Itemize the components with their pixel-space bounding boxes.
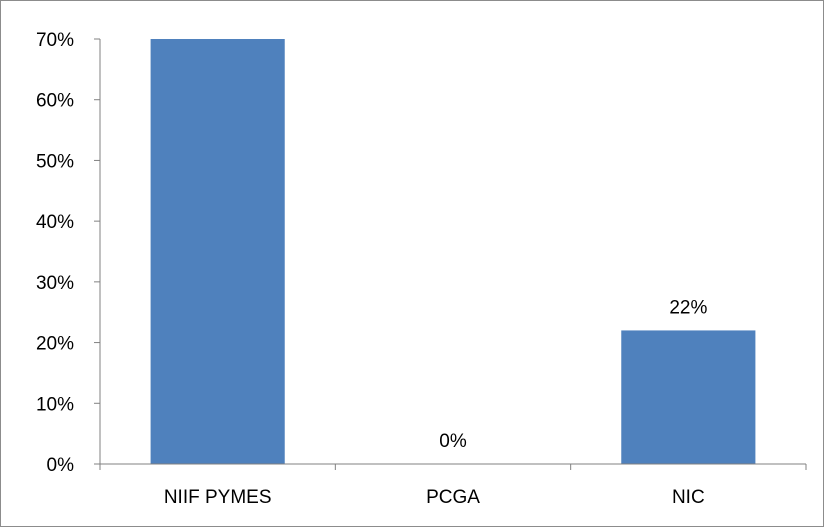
data-label: 0% xyxy=(439,431,467,452)
bars xyxy=(150,39,756,464)
bar-nic xyxy=(621,330,756,464)
data-labels: 0% 22% xyxy=(439,297,707,452)
y-tick-label: 0% xyxy=(47,455,75,476)
y-tick-label: 70% xyxy=(36,30,74,51)
y-tick-label: 60% xyxy=(36,91,74,112)
y-tick-label: 10% xyxy=(36,394,74,415)
y-tick-label: 50% xyxy=(36,151,74,172)
x-tick-label: PCGA xyxy=(426,487,480,508)
y-axis-ticks: 0% 10% 20% 30% 40% 50% 60% 70% xyxy=(36,30,100,476)
data-label: 22% xyxy=(669,297,707,318)
y-tick-label: 30% xyxy=(36,273,74,294)
y-tick-label: 20% xyxy=(36,334,74,355)
y-tick-label: 40% xyxy=(36,212,74,233)
bar-niif-pymes xyxy=(150,39,285,464)
x-tick-label: NIIF PYMES xyxy=(164,487,272,508)
x-axis-labels: NIIF PYMES PCGA NIC xyxy=(99,464,807,508)
x-tick-label: NIC xyxy=(672,487,705,508)
